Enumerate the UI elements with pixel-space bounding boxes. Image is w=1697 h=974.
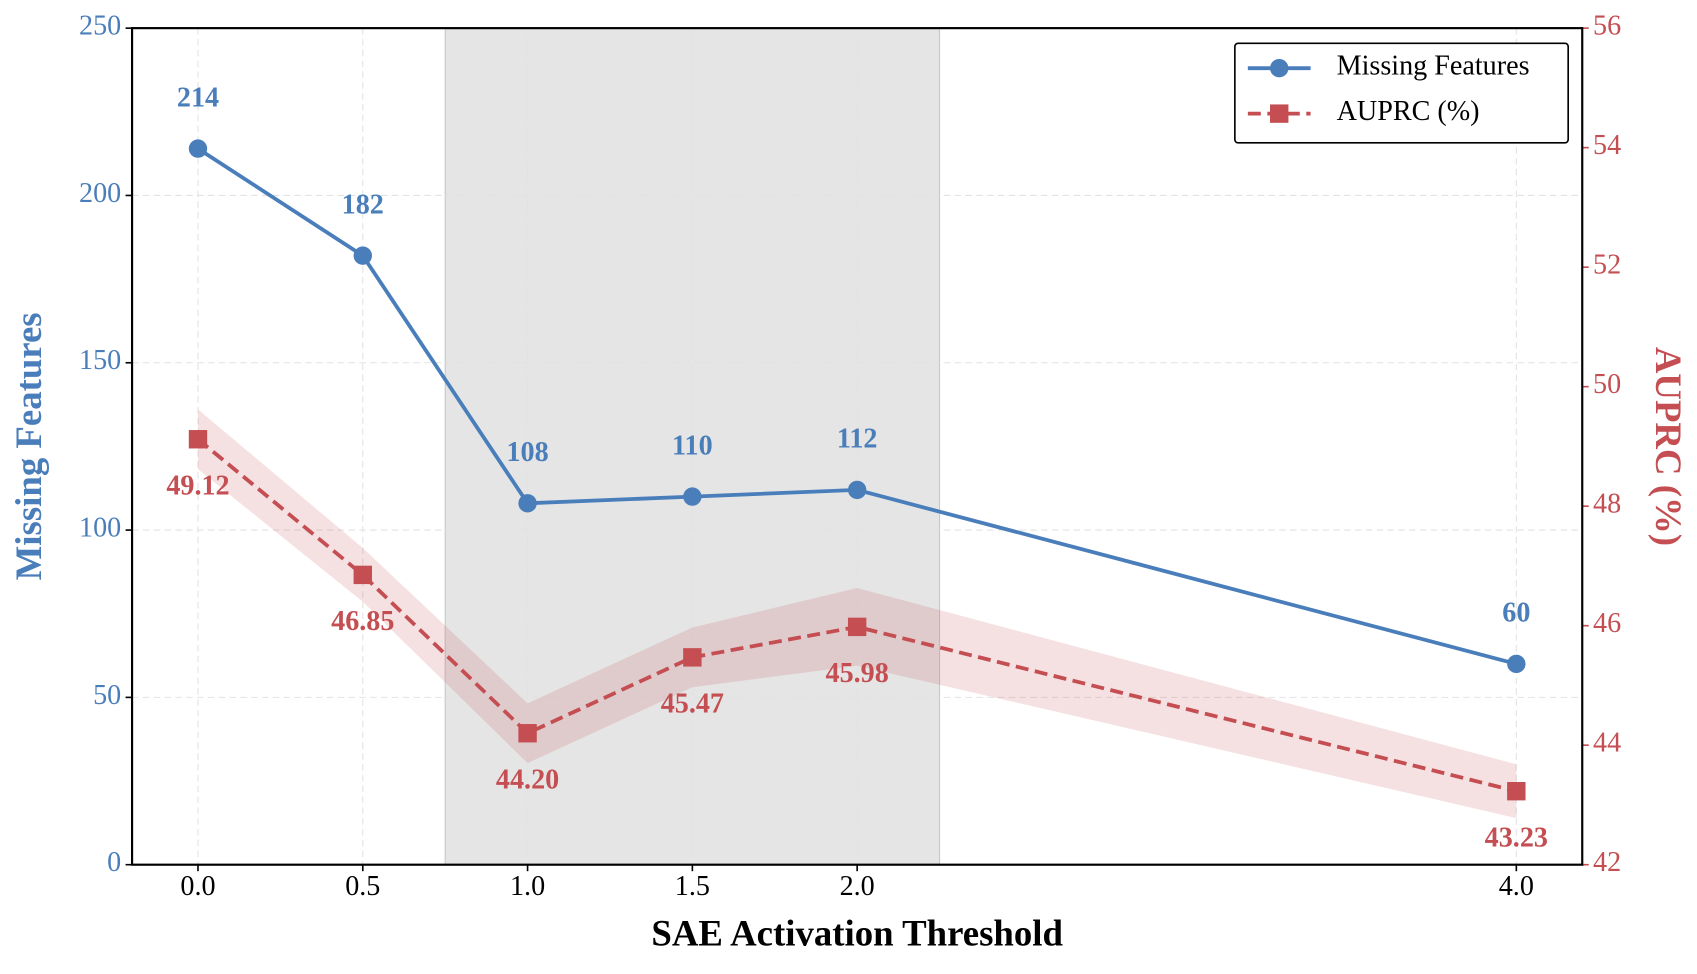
point bbox=[518, 724, 537, 743]
y2-axis-label: AUPRC (%) bbox=[1648, 347, 1689, 546]
data-label: 44.20 bbox=[496, 764, 559, 795]
y-tick-label: 100 bbox=[79, 513, 121, 544]
plot-frame bbox=[130, 27, 1584, 866]
data-label: 43.23 bbox=[1485, 822, 1548, 853]
point bbox=[847, 480, 867, 500]
data-label: 45.98 bbox=[826, 658, 889, 689]
y-axis-label: Missing Features bbox=[8, 312, 49, 580]
y2-tick-label: 52 bbox=[1593, 250, 1621, 281]
data-label: 110 bbox=[672, 430, 713, 461]
y2-tick-label: 54 bbox=[1593, 130, 1621, 161]
series-line bbox=[196, 147, 1517, 666]
y2-tick-label: 48 bbox=[1593, 489, 1621, 520]
point bbox=[683, 648, 702, 667]
x-axis-label: SAE Activation Threshold bbox=[651, 913, 1063, 954]
legend-marker bbox=[1270, 58, 1289, 78]
y2-tick-label: 44 bbox=[1593, 728, 1621, 759]
y2-tick-label: 50 bbox=[1593, 369, 1621, 400]
legend-box bbox=[1234, 42, 1569, 144]
y2-tick-label: 56 bbox=[1593, 11, 1621, 42]
data-label: 182 bbox=[342, 189, 384, 220]
x-tick-label: 1.5 bbox=[675, 871, 710, 902]
point bbox=[188, 139, 208, 158]
legend-label: AUPRC (%) bbox=[1337, 96, 1480, 127]
point bbox=[1507, 654, 1526, 674]
data-label: 49.12 bbox=[166, 470, 229, 501]
data-label: 45.47 bbox=[661, 689, 724, 720]
y-tick-label: 250 bbox=[79, 11, 121, 42]
point bbox=[683, 487, 702, 506]
point bbox=[1507, 781, 1526, 801]
legend-label: Missing Features bbox=[1337, 51, 1530, 82]
legend: Missing Features AUPRC (%) bbox=[1234, 42, 1569, 144]
point bbox=[518, 494, 537, 513]
data-label: 108 bbox=[506, 437, 548, 468]
x-tick-label: 2.0 bbox=[840, 871, 875, 902]
point bbox=[847, 617, 867, 637]
series-line bbox=[196, 437, 1517, 794]
x-tick-label: 1.0 bbox=[510, 871, 545, 902]
y-tick-label: 200 bbox=[79, 178, 121, 209]
y-tick-label: 0 bbox=[107, 847, 121, 878]
y2-tick-label: 46 bbox=[1593, 608, 1621, 639]
data-label: 60 bbox=[1502, 598, 1530, 629]
error-band bbox=[197, 409, 1517, 819]
point bbox=[353, 246, 372, 265]
x-tick-label: 0.5 bbox=[345, 871, 380, 902]
y-tick-label: 50 bbox=[93, 680, 121, 711]
point bbox=[353, 565, 372, 585]
x-tick-label: 0.0 bbox=[180, 871, 215, 902]
y2-tick-label: 42 bbox=[1593, 847, 1621, 878]
data-label: 112 bbox=[837, 424, 878, 455]
point bbox=[188, 430, 208, 449]
data-label: 214 bbox=[177, 82, 219, 113]
x-tick-label: 4.0 bbox=[1499, 871, 1534, 902]
y-tick-label: 150 bbox=[79, 345, 121, 376]
legend-marker bbox=[1270, 104, 1289, 123]
data-label: 46.85 bbox=[331, 606, 394, 637]
